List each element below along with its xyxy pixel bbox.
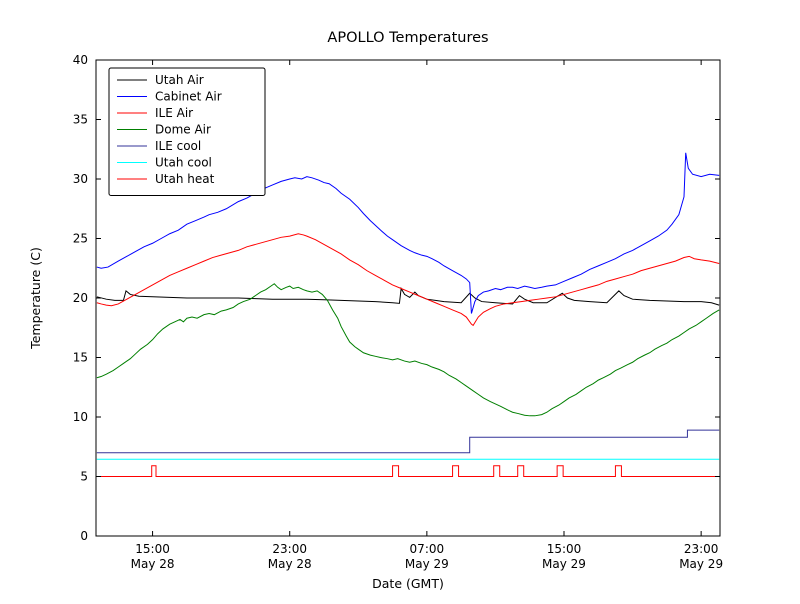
x-tick-label-time: 23:00 bbox=[684, 542, 719, 556]
y-tick-label: 10 bbox=[73, 410, 88, 424]
legend-label-utah-cool: Utah cool bbox=[155, 156, 212, 170]
x-tick-label-time: 23:00 bbox=[272, 542, 307, 556]
y-tick-label: 5 bbox=[80, 470, 88, 484]
x-axis-label: Date (GMT) bbox=[372, 576, 444, 591]
y-tick-label: 30 bbox=[73, 172, 88, 186]
legend-label-utah-air: Utah Air bbox=[155, 73, 204, 87]
series-line-ile-cool bbox=[96, 429, 720, 454]
x-tick-label-date: May 28 bbox=[131, 557, 175, 571]
x-tick-label-date: May 29 bbox=[405, 557, 449, 571]
series-line-cabinet-air bbox=[96, 152, 720, 314]
legend-box bbox=[108, 67, 266, 196]
y-tick-label: 0 bbox=[80, 529, 88, 543]
y-axis-label: Temperature (C) bbox=[28, 247, 43, 350]
y-tick-label: 15 bbox=[73, 351, 88, 365]
y-tick-label: 35 bbox=[73, 113, 88, 127]
chart-title: APOLLO Temperatures bbox=[327, 30, 488, 46]
x-tick-label-date: May 29 bbox=[679, 557, 723, 571]
series-layer bbox=[96, 152, 720, 477]
series-line-utah-heat bbox=[96, 465, 720, 477]
series-line-dome-air bbox=[96, 283, 720, 417]
legend-label-ile-air: ILE Air bbox=[155, 106, 193, 120]
y-tick-label: 25 bbox=[73, 232, 88, 246]
y-tick-label: 40 bbox=[73, 53, 88, 67]
x-tick-label-time: 15:00 bbox=[547, 542, 582, 556]
legend-label-dome-air: Dome Air bbox=[155, 123, 211, 137]
x-tick-label-time: 15:00 bbox=[135, 542, 170, 556]
legend-label-cabinet-air: Cabinet Air bbox=[155, 90, 222, 104]
x-tick-label-time: 07:00 bbox=[410, 542, 445, 556]
series-line-ile-air bbox=[96, 233, 720, 327]
y-tick-label: 20 bbox=[73, 291, 88, 305]
legend-label-ile-cool: ILE cool bbox=[155, 139, 201, 153]
x-tick-label-date: May 28 bbox=[268, 557, 312, 571]
x-tick-label-date: May 29 bbox=[542, 557, 586, 571]
legend-label-utah-heat: Utah heat bbox=[155, 172, 215, 186]
chart-legend: Utah Air Cabinet Air ILE Air Dome Air ILE co… bbox=[108, 67, 266, 196]
